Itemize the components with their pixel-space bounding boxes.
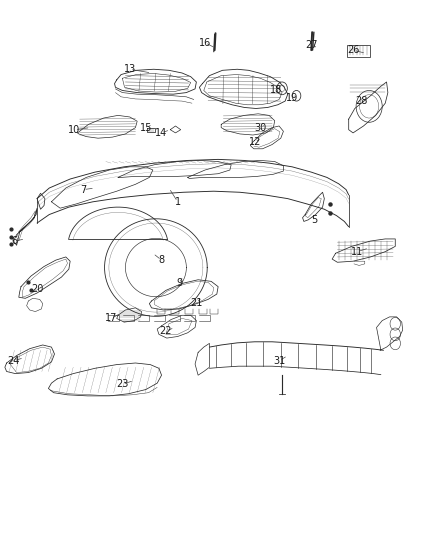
Text: 9: 9 <box>176 278 182 288</box>
Text: 31: 31 <box>273 356 285 366</box>
Text: 24: 24 <box>7 356 20 366</box>
Text: 13: 13 <box>124 64 136 74</box>
Text: 28: 28 <box>356 96 368 106</box>
Text: 30: 30 <box>254 123 266 133</box>
Text: 17: 17 <box>105 313 117 324</box>
Text: 18: 18 <box>270 85 283 95</box>
Text: 15: 15 <box>140 123 152 133</box>
Text: 16: 16 <box>199 38 211 48</box>
Text: 1: 1 <box>175 197 181 207</box>
Text: 23: 23 <box>116 379 129 389</box>
Text: 8: 8 <box>159 255 165 265</box>
Text: 22: 22 <box>160 326 172 336</box>
Text: 21: 21 <box>190 297 202 308</box>
Text: 5: 5 <box>311 215 318 225</box>
Text: 10: 10 <box>68 125 81 135</box>
Text: 7: 7 <box>80 184 86 195</box>
Text: 14: 14 <box>155 128 168 138</box>
Text: 26: 26 <box>347 45 359 55</box>
Text: 11: 11 <box>351 247 364 257</box>
Text: 12: 12 <box>248 137 261 147</box>
Text: 19: 19 <box>286 93 298 103</box>
Text: 6: 6 <box>11 236 18 246</box>
Text: 27: 27 <box>305 40 318 50</box>
Text: 20: 20 <box>31 284 43 294</box>
